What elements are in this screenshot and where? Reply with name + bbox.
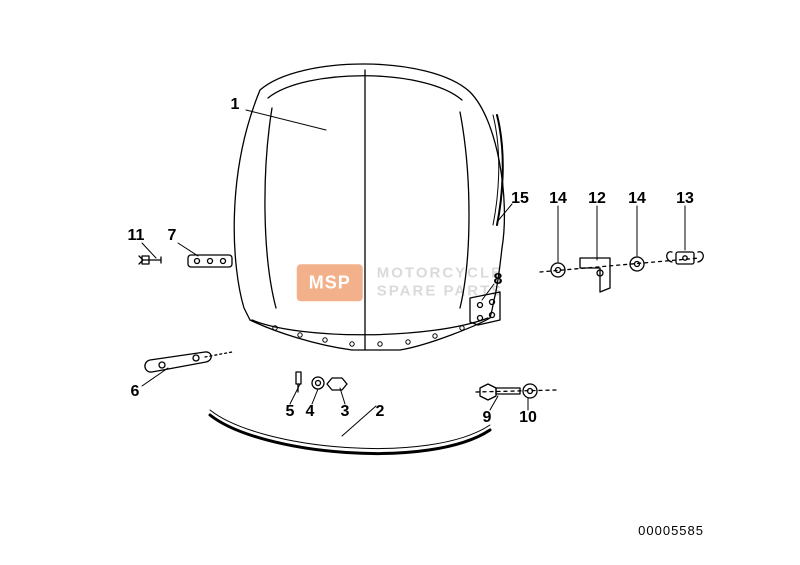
callout-14: 14 — [549, 190, 567, 208]
callout-11: 11 — [128, 227, 145, 245]
callout-7: 7 — [168, 227, 177, 245]
callout-6: 6 — [131, 383, 140, 401]
callout-1: 1 — [231, 96, 240, 114]
callout-9: 9 — [483, 409, 492, 427]
callout-4: 4 — [306, 403, 315, 421]
callout-3: 3 — [341, 403, 350, 421]
diagram-part-id: 00005585 — [638, 523, 704, 538]
callout-5: 5 — [286, 403, 295, 421]
callout-12: 12 — [588, 190, 606, 208]
callout-8: 8 — [494, 271, 503, 289]
callout-13: 13 — [676, 190, 694, 208]
callout-10: 10 — [519, 409, 537, 427]
exploded-diagram — [0, 0, 800, 565]
callout-14b: 14 — [628, 190, 646, 208]
callout-2: 2 — [376, 403, 385, 421]
callout-15: 15 — [511, 190, 529, 208]
